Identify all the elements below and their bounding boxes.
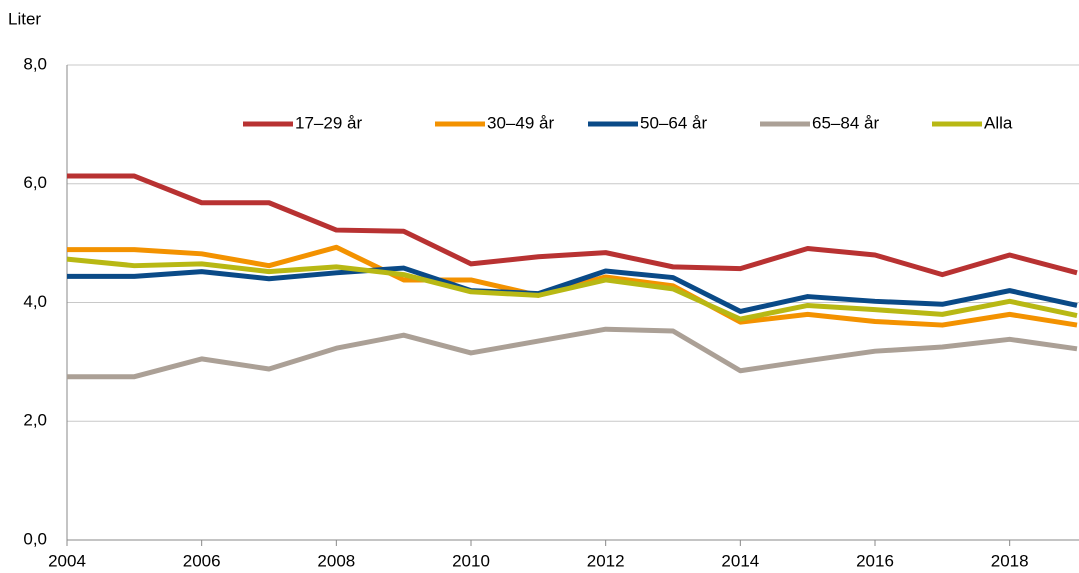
y-tick-label: 2,0 — [23, 411, 47, 430]
x-tick-label: 2008 — [317, 551, 355, 570]
legend-label: Alla — [984, 113, 1013, 132]
x-tick-label: 2012 — [587, 551, 625, 570]
x-tick-label: 2004 — [48, 551, 86, 570]
x-tick-label: 2018 — [991, 551, 1029, 570]
series-line — [67, 173, 1078, 278]
legend-label: 30–49 år — [487, 113, 554, 132]
y-tick-label: 8,0 — [23, 54, 47, 73]
y-tick-label: 0,0 — [23, 529, 47, 548]
legend-label: 50–64 år — [640, 113, 707, 132]
legend-label: 65–84 år — [812, 113, 879, 132]
series-line — [66, 256, 1078, 322]
legend-label: 17–29 år — [295, 113, 362, 132]
x-tick-label: 2010 — [452, 551, 490, 570]
y-axis-label: Liter — [8, 9, 41, 28]
y-tick-label: 6,0 — [23, 173, 47, 192]
x-tick-label: 2014 — [721, 551, 759, 570]
y-tick-label: 4,0 — [23, 292, 47, 311]
x-tick-label: 2016 — [856, 551, 894, 570]
series-line — [67, 265, 1078, 314]
series-line — [67, 326, 1078, 380]
x-tick-label: 2006 — [183, 551, 221, 570]
